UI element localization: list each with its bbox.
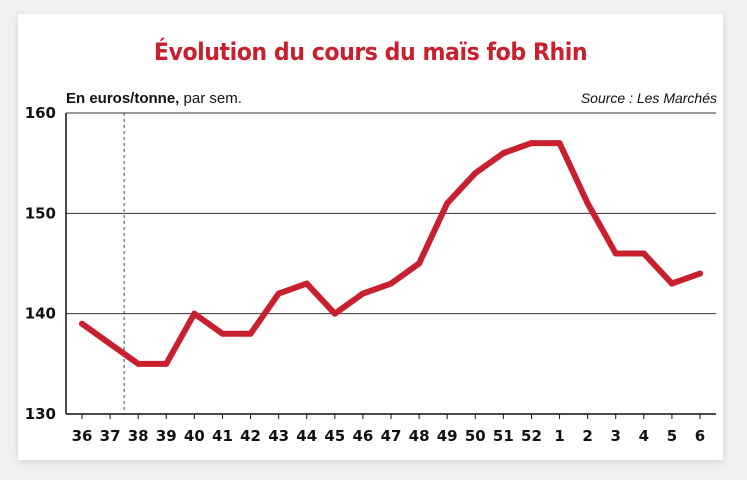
data-point-5	[219, 330, 226, 337]
x-tick-label-46-10: 46	[352, 427, 373, 445]
x-tick-label-42-6: 42	[240, 427, 261, 445]
chart-title: Évolution du cours du maïs fob Rhin	[153, 38, 588, 66]
x-tick-label-38-2: 38	[128, 427, 149, 445]
data-point-10	[359, 290, 366, 297]
x-tick-label-40-4: 40	[184, 427, 205, 445]
unit-label: En euros/tonne, par sem.	[66, 90, 242, 107]
x-tick-label-2-18: 2	[582, 427, 592, 445]
data-point-1	[107, 340, 114, 347]
x-tick-label-39-3: 39	[156, 427, 177, 445]
x-tick-label-37-1: 37	[100, 427, 121, 445]
x-tick-label-47-11: 47	[381, 427, 402, 445]
data-point-13	[444, 200, 451, 207]
x-tick-label-44-8: 44	[296, 427, 317, 445]
data-point-15	[500, 150, 507, 157]
data-point-0	[79, 320, 85, 327]
unit-label-bold: En euros/tonne,	[66, 90, 180, 107]
y-axis-ticks: 130 140 150 160	[25, 104, 56, 423]
data-point-18	[584, 200, 591, 207]
data-point-14	[472, 170, 479, 177]
x-tick-label-48-12: 48	[409, 427, 430, 445]
y-tick-label-150: 150	[25, 204, 56, 222]
x-tick-label-51-15: 51	[493, 427, 514, 445]
data-point-20	[640, 250, 647, 257]
x-tick-label-50-14: 50	[465, 427, 486, 445]
source-label: Source : Les Marchés	[580, 90, 717, 106]
y-tick-label-140: 140	[25, 305, 56, 323]
data-point-4	[191, 310, 198, 317]
series-group	[79, 140, 703, 367]
data-point-22	[697, 270, 703, 277]
x-tick-label-45-9: 45	[324, 427, 345, 445]
x-tick-label-6-22: 6	[695, 427, 705, 445]
x-tick-label-3-19: 3	[611, 427, 621, 445]
data-point-17	[556, 140, 563, 147]
data-point-2	[135, 360, 142, 367]
x-tick-label-5-21: 5	[667, 427, 677, 445]
x-tick-label-1-17: 1	[554, 427, 564, 445]
x-tick-label-43-7: 43	[268, 427, 289, 445]
data-point-8	[303, 280, 310, 287]
x-tick-label-52-16: 52	[521, 427, 542, 445]
x-axis-ticks: 36 37 38 39 40 41 42 43 44 45 46 47 48 49 50 51 52 1 2 3 4 5 6	[72, 414, 705, 445]
x-tick-label-41-5: 41	[212, 427, 233, 445]
gridlines	[66, 112, 716, 315]
data-point-3	[163, 360, 170, 367]
data-point-7	[275, 290, 282, 297]
data-point-9	[331, 310, 338, 317]
data-point-16	[528, 140, 535, 147]
data-point-12	[416, 260, 423, 267]
x-tick-label-36-0: 36	[72, 427, 93, 445]
series-line	[79, 140, 703, 367]
data-point-6	[247, 330, 254, 337]
unit-label-rest: par sem.	[179, 90, 242, 107]
x-tick-label-4-20: 4	[639, 427, 649, 445]
data-point-11	[388, 280, 394, 287]
data-point-19	[612, 250, 619, 257]
y-tick-label-130: 130	[25, 405, 56, 423]
x-tick-label-49-13: 49	[437, 427, 458, 445]
y-tick-label-160: 160	[25, 104, 56, 122]
data-point-21	[668, 280, 675, 287]
axes	[65, 113, 716, 415]
